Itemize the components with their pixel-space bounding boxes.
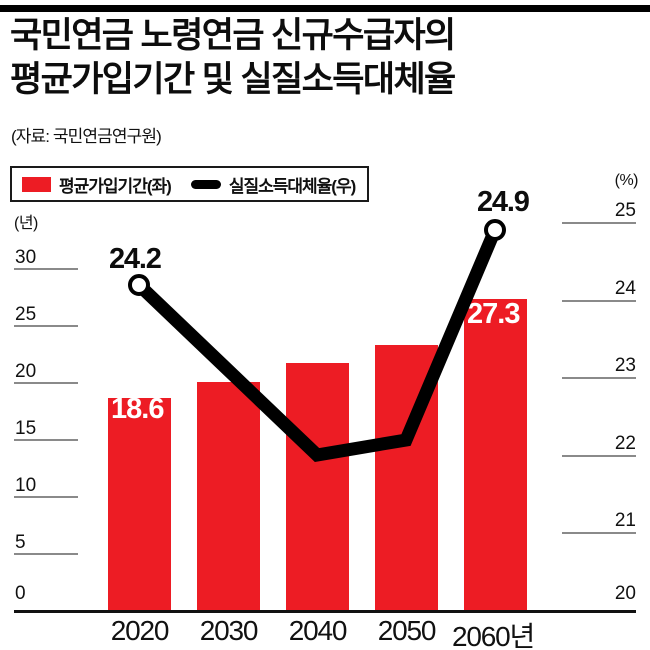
left-tick-label-20: 20 (15, 361, 37, 382)
x-axis-label-2060: 2060년 (452, 621, 535, 650)
bar-2040 (286, 363, 349, 610)
left-gridline-5 (14, 553, 78, 555)
left-gridline-30 (14, 268, 78, 270)
bar-value-2020: 18.6 (111, 393, 164, 425)
right-tick-label-20: 20 (614, 583, 636, 604)
legend-item-line: 실질소득대체율(우) (190, 172, 356, 197)
left-tick-label-5: 5 (15, 532, 26, 553)
line-value-2060: 24.9 (477, 186, 530, 218)
left-tick-label-15: 15 (15, 418, 37, 439)
legend-label-bar: 평균가입기간(좌) (59, 176, 172, 196)
line-marker-2020 (128, 274, 150, 296)
right-gridline-24 (562, 300, 636, 302)
right-tick-label-21: 21 (614, 510, 636, 531)
right-tick-label-22: 22 (614, 433, 636, 454)
chart-legend: 평균가입기간(좌) 실질소득대체율(우) (10, 166, 370, 202)
left-gridline-25 (14, 325, 78, 327)
x-axis-label-2030: 2030 (199, 615, 259, 646)
right-tick-label-25: 25 (614, 200, 636, 221)
bar-swatch-icon (22, 176, 51, 192)
bar-2060 (464, 299, 527, 610)
top-rule-divider (0, 5, 650, 12)
source-caption: (자료: 국민연금연구원) (11, 127, 162, 146)
right-tick-label-24: 24 (614, 278, 636, 299)
x-axis-label-2040: 2040 (288, 615, 348, 646)
right-axis-unit: (%) (614, 172, 639, 189)
left-tick-label-25: 25 (15, 304, 37, 325)
left-gridline-20 (14, 382, 78, 384)
left-tick-label-10: 10 (15, 475, 37, 496)
right-tick-label-23: 23 (614, 355, 636, 376)
x-axis-baseline (14, 610, 636, 613)
right-gridline-25 (562, 222, 636, 224)
right-gridline-21 (562, 532, 636, 534)
left-axis-unit: (년) (14, 215, 38, 232)
right-gridline-22 (562, 455, 636, 457)
bar-value-2060: 27.3 (467, 298, 520, 330)
bar-2020 (108, 398, 171, 610)
legend-item-bar: 평균가입기간(좌) (22, 172, 172, 197)
page-title: 국민연금 노령연금 신규수급자의 평균가입기간 및 실질소득대체율 (10, 14, 640, 102)
x-axis-label-2020: 2020 (110, 615, 170, 646)
left-gridline-15 (14, 439, 78, 441)
line-value-2020: 24.2 (109, 243, 162, 275)
line-path (134, 227, 501, 462)
line-marker-2060 (484, 219, 506, 241)
bar-2030 (197, 382, 260, 610)
line-swatch-icon (190, 179, 221, 189)
headline-line-2: 평균가입기간 및 실질소득대체율 (10, 60, 456, 99)
headline-line-1: 국민연금 노령연금 신규수급자의 (10, 16, 456, 55)
left-tick-label-30: 30 (15, 247, 37, 268)
left-tick-label-0: 0 (15, 583, 26, 604)
legend-label-line: 실질소득대체율(우) (228, 176, 356, 196)
left-gridline-10 (14, 496, 78, 498)
right-gridline-23 (562, 377, 636, 379)
x-axis-label-2050: 2050 (377, 615, 437, 646)
